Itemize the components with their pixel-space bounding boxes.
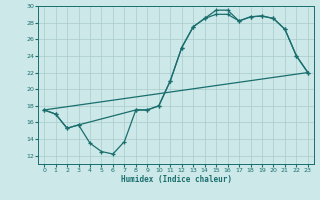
X-axis label: Humidex (Indice chaleur): Humidex (Indice chaleur): [121, 175, 231, 184]
